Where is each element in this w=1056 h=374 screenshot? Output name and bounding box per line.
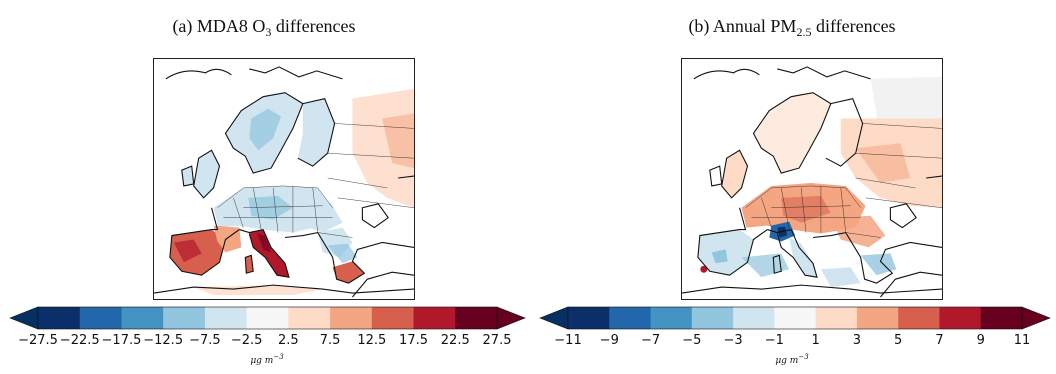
colorbar-segment xyxy=(455,307,498,329)
colorbar-tick-label: 12.5 xyxy=(357,333,387,348)
colorbar-a-svg xyxy=(9,306,526,330)
colorbar-tick-label: 9 xyxy=(976,333,985,348)
colorbar-segment xyxy=(939,307,982,329)
colorbar-segment xyxy=(568,307,610,329)
colorbar-b-ticks: −11 −9 −7 −5 −3 −1 1 3 5 7 9 11 xyxy=(540,333,1050,351)
colorbar-segment xyxy=(38,307,81,329)
panel-b-title: (b) Annual PM2.5 differences xyxy=(688,16,896,39)
colorbar-tick-label: −11 xyxy=(554,333,582,348)
colorbar-tick-label: −1 xyxy=(764,333,784,348)
colorbar-segment xyxy=(609,307,652,329)
colorbar-over-arrow xyxy=(496,306,526,330)
colorbar-b-svg xyxy=(539,306,1051,330)
colorbar-a-unit: μg m−3 xyxy=(250,353,284,366)
colorbar-segment xyxy=(79,307,122,329)
colorbar-segment xyxy=(288,307,331,329)
colorbar-segment xyxy=(371,307,415,329)
colorbar-segment xyxy=(121,307,164,329)
colorbar-a-ticks: −27.5 −22.5 −17.5 −12.5 −7.5 −2.5 2.5 7.5 12.5 17… xyxy=(10,333,525,351)
colorbar-tick-label: 7 xyxy=(935,333,944,348)
colorbar-tick-label: −17.5 xyxy=(101,333,142,348)
colorbar-segment xyxy=(774,307,817,329)
colorbar-tick-label: 22.5 xyxy=(440,333,470,348)
colorbar-segment xyxy=(815,307,858,329)
colorbar-under-arrow xyxy=(539,306,569,330)
colorbar-tick-label: −7.5 xyxy=(189,333,221,348)
colorbar-segment xyxy=(413,307,456,329)
colorbar-segment xyxy=(856,307,899,329)
colorbar-segment xyxy=(980,307,1023,329)
map-a-europe xyxy=(153,58,415,300)
colorbar-tick-label: −9 xyxy=(599,333,619,348)
colorbar-tick-label: 27.5 xyxy=(482,333,512,348)
colorbar-outline xyxy=(37,306,498,330)
colorbar-tick-label: 3 xyxy=(852,333,862,348)
colorbar-tick-label: −12.5 xyxy=(143,333,184,348)
colorbar-b-unit: μg m−3 xyxy=(775,353,809,366)
colorbar-tick-label: 2.5 xyxy=(278,333,299,348)
map-a-svg xyxy=(154,66,414,298)
colorbar-tick-label: −3 xyxy=(723,333,743,348)
colorbar-segment xyxy=(246,307,289,329)
panel-b-pm25: (b) Annual PM2.5 differences xyxy=(528,0,1056,374)
colorbar-tick-label: −5 xyxy=(682,333,702,348)
colorbar-tick-label: 1 xyxy=(811,333,820,348)
colorbar-segment xyxy=(691,307,734,329)
colorbar-tick-label: 5 xyxy=(894,333,903,348)
colorbar-tick-label: −27.5 xyxy=(18,333,58,348)
map-b-svg xyxy=(682,66,942,298)
map-b-europe xyxy=(681,58,943,300)
colorbar-under-arrow xyxy=(9,306,39,330)
colorbar-tick-label: −22.5 xyxy=(59,333,100,348)
colorbar-tick-label: 7.5 xyxy=(319,333,341,348)
colorbar-tick-label: 11 xyxy=(1013,333,1031,348)
colorbar-segment xyxy=(204,307,248,329)
colorbar-a xyxy=(9,306,526,330)
colorbar-over-arrow xyxy=(1021,306,1051,330)
panel-a-title: (a) MDA8 O3 differences xyxy=(172,16,356,39)
colorbar-segment xyxy=(650,307,693,329)
colorbar-tick-label: 17.5 xyxy=(399,333,429,348)
colorbar-tick-label: −2.5 xyxy=(230,333,263,348)
colorbar-segment xyxy=(163,307,206,329)
colorbar-tick-label: −7 xyxy=(640,333,661,348)
panel-a-ozone: (a) MDA8 O3 differences xyxy=(9,16,526,366)
colorbar-segment xyxy=(898,307,940,329)
colorbar-b xyxy=(539,306,1051,330)
colorbar-segment xyxy=(733,307,775,329)
colorbar-segment xyxy=(330,307,373,329)
colorbar-outline xyxy=(567,306,1023,330)
